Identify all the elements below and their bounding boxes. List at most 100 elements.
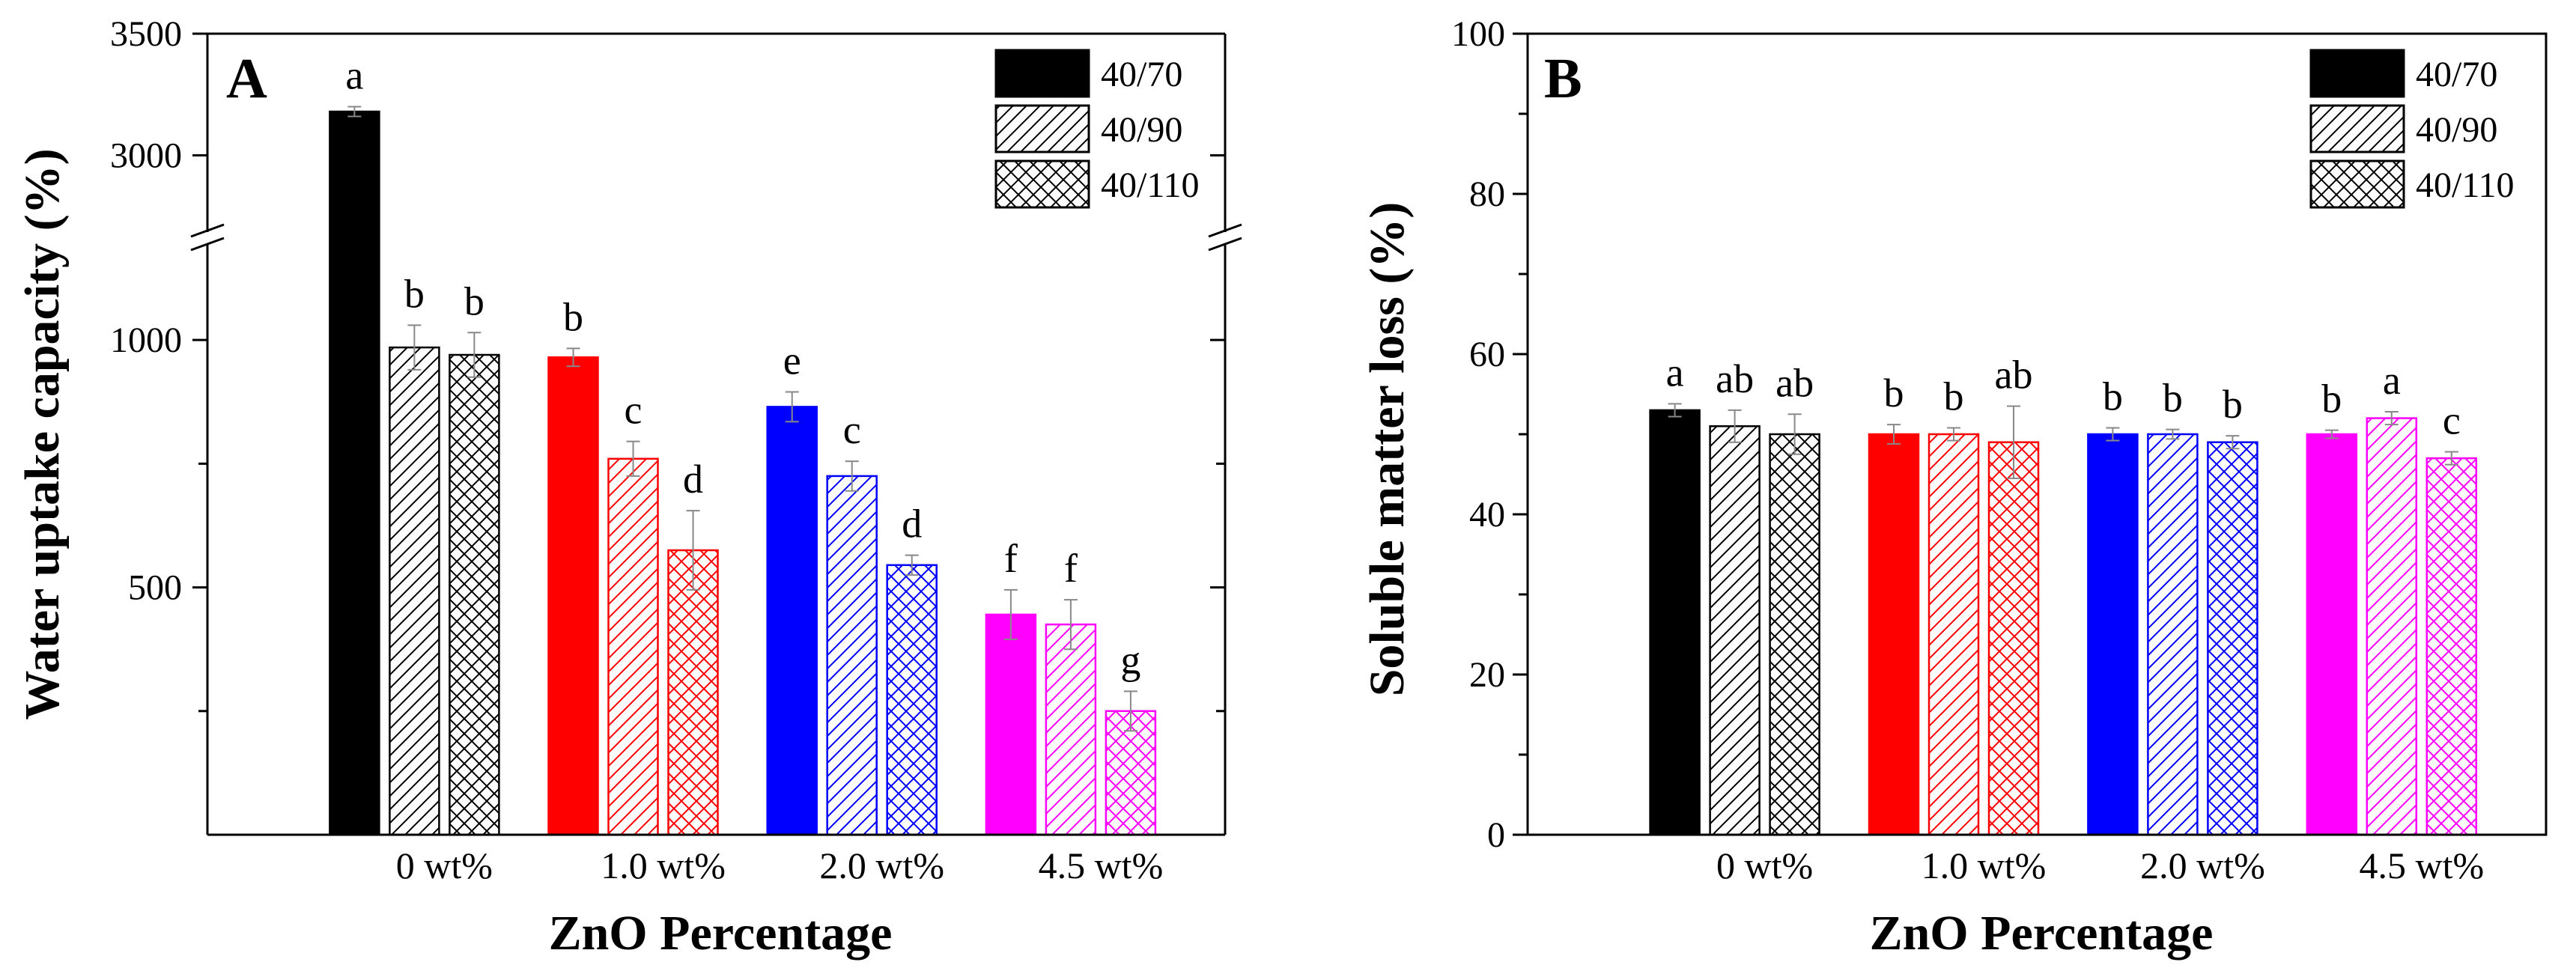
legend-swatch <box>2309 104 2405 153</box>
x-tick-label: 2.0 wt% <box>2140 844 2265 886</box>
error-bar <box>2444 451 2458 466</box>
error-bar <box>2166 428 2180 440</box>
significance-label: d <box>902 502 922 547</box>
bar <box>2087 433 2139 836</box>
error-bar <box>2007 405 2020 479</box>
significance-label: c <box>625 388 643 433</box>
y-tick-label: 20 <box>1469 655 1505 695</box>
y-tick-label: 60 <box>1469 335 1505 374</box>
significance-label: b <box>563 294 583 339</box>
panel-a-legend: 40/70 40/90 40/110 <box>994 49 1200 209</box>
significance-label: a <box>2383 358 2401 403</box>
error-bar <box>1787 413 1802 455</box>
bar <box>1928 433 1980 836</box>
legend-swatch <box>2309 49 2405 98</box>
error-bar <box>1668 403 1682 418</box>
bar <box>2207 441 2258 836</box>
axis-break-mark <box>1208 223 1242 252</box>
axis-break-mark <box>190 223 225 252</box>
significance-label: b <box>2163 376 2183 421</box>
significance-label: d <box>683 457 703 502</box>
panel-b-label: B <box>1544 47 1582 110</box>
bar <box>389 346 440 836</box>
bar <box>449 353 500 836</box>
x-tick-label: 0 wt% <box>396 844 493 886</box>
error-bar <box>1728 409 1742 443</box>
panel-b-legend: 40/70 40/90 40/110 <box>2309 49 2515 209</box>
significance-label: ab <box>1775 360 1814 405</box>
bar <box>1868 433 1920 836</box>
legend-label: 40/110 <box>1101 165 1200 205</box>
bar <box>1045 623 1097 836</box>
error-bar <box>2106 427 2120 442</box>
x-tick-label: 4.5 wt% <box>1039 844 1164 886</box>
significance-label: f <box>1004 536 1018 581</box>
legend-swatch <box>994 49 1090 98</box>
axis-break-gap <box>260 232 327 243</box>
x-tick-label: 1.0 wt% <box>1922 844 2047 886</box>
panel-b-axes: 0 wt% 1.0 wt% 2.0 wt% 4.5 wt% 0 20 40 60 80 100 <box>1451 14 2548 886</box>
significance-label: b <box>1944 374 1964 418</box>
legend-label: 40/70 <box>1101 55 1182 94</box>
error-bar <box>407 324 422 371</box>
error-bar <box>1063 599 1078 651</box>
bar <box>547 356 599 836</box>
y-tick-label: 500 <box>128 568 182 608</box>
bar <box>2366 417 2418 836</box>
legend-swatch <box>2309 159 2405 209</box>
error-bar <box>347 106 362 118</box>
significance-label: b <box>1884 371 1904 415</box>
y-tick-label: 1000 <box>110 320 182 360</box>
significance-label: b <box>404 271 425 316</box>
error-bar <box>566 347 580 368</box>
significance-label: b <box>2103 374 2123 418</box>
panel-b-bars: a ab ab b b ab b b b b ac <box>1649 350 2478 836</box>
legend-swatch <box>994 104 1090 153</box>
y-tick-label: 80 <box>1469 174 1505 214</box>
panel-a-axes: 0 wt% 1.0 wt% 2.0 wt% 4.5 wt% 500 1000 3000 350… <box>110 14 1242 886</box>
legend-label: 40/70 <box>2416 55 2497 94</box>
y-tick-label: 3000 <box>110 136 182 176</box>
bar <box>2425 457 2478 836</box>
significance-label: b <box>464 278 484 323</box>
significance-label: c <box>2443 398 2461 443</box>
bar <box>607 457 659 836</box>
y-tick-label: 0 <box>1487 815 1505 855</box>
error-bar <box>1123 690 1137 732</box>
error-bar <box>626 440 640 477</box>
panel-b-ylabel: Soluble matter loss (%) <box>1360 202 1415 697</box>
error-bar <box>905 554 919 576</box>
error-bar <box>1003 588 1018 640</box>
error-bar <box>1887 424 1901 445</box>
x-tick-label: 4.5 wt% <box>2359 844 2484 886</box>
bar <box>826 475 878 836</box>
significance-label: c <box>843 407 861 452</box>
panel-a-ylabel: Water uptake capacity (%) <box>15 148 70 719</box>
bar <box>1987 441 2040 836</box>
significance-label: ab <box>1995 353 2033 398</box>
panel-b: a ab ab b b ab b b b b ac 0 wt% 1.0 wt% 2.0 wt% 4.5 w… <box>1360 14 2548 961</box>
panel-a-label: A <box>226 47 267 110</box>
error-bar <box>845 460 859 492</box>
bar <box>1769 433 1820 836</box>
significance-label: a <box>345 53 363 98</box>
error-bar <box>467 332 482 378</box>
panel-a-xlabel: ZnO Percentage <box>549 906 893 961</box>
error-bar <box>1947 427 1960 442</box>
bar <box>985 613 1037 836</box>
error-bar <box>2384 411 2399 426</box>
significance-label: ab <box>1716 356 1754 401</box>
significance-label: b <box>2223 382 2243 427</box>
bar <box>329 110 380 836</box>
bar <box>1709 425 1761 836</box>
bar <box>2306 433 2358 836</box>
x-tick-label: 2.0 wt% <box>819 844 944 886</box>
y-tick-label: 100 <box>1451 14 1505 54</box>
legend-label: 40/90 <box>2416 110 2497 150</box>
error-bar <box>2226 435 2240 450</box>
significance-label: g <box>1120 637 1140 682</box>
panel-b-xlabel: ZnO Percentage <box>1870 906 2214 961</box>
